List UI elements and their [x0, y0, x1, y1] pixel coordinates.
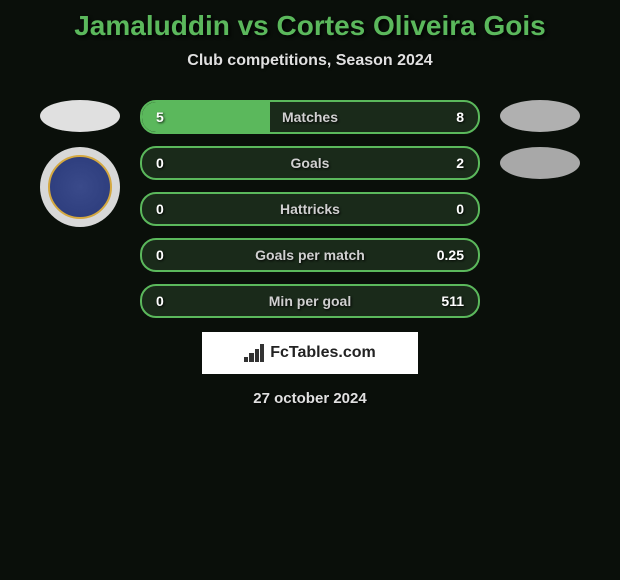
stat-bar: 5 8 Matches [140, 100, 480, 134]
club-crest-icon [48, 155, 112, 219]
stat-label: Hattricks [280, 201, 340, 217]
player-right-club-logo [500, 147, 580, 179]
bar-chart-icon [244, 344, 264, 362]
stat-value-right: 511 [441, 293, 464, 309]
stat-bar: 0 2 Goals [140, 146, 480, 180]
branding-box[interactable]: FcTables.com [202, 332, 418, 374]
player-left-avatar [40, 100, 120, 132]
stat-value-right: 0.25 [437, 247, 464, 263]
stats-column: 5 8 Matches 0 2 Goals 0 0 Hattricks 0 0.25 Goals pe… [140, 100, 480, 318]
stat-value-left: 0 [156, 247, 164, 263]
stat-label: Min per goal [269, 293, 351, 309]
stat-value-left: 0 [156, 201, 164, 217]
player-right-column [495, 100, 585, 179]
stat-value-right: 0 [456, 201, 464, 217]
stat-value-left: 0 [156, 155, 164, 171]
stat-bar: 0 511 Min per goal [140, 284, 480, 318]
stat-value-right: 8 [456, 109, 464, 125]
stat-label: Matches [282, 109, 338, 125]
player-left-column [35, 100, 125, 227]
date-line: 27 october 2024 [0, 390, 620, 407]
stat-bar: 0 0 Hattricks [140, 192, 480, 226]
subtitle: Club competitions, Season 2024 [0, 52, 620, 70]
player-right-avatar [500, 100, 580, 132]
stat-value-left: 5 [156, 109, 164, 125]
comparison-widget: Jamaluddin vs Cortes Oliveira Gois Club … [0, 0, 620, 417]
comparison-area: 5 8 Matches 0 2 Goals 0 0 Hattricks 0 0.25 Goals pe… [0, 100, 620, 318]
stat-label: Goals [291, 155, 330, 171]
branding-text: FcTables.com [270, 344, 376, 362]
stat-bar: 0 0.25 Goals per match [140, 238, 480, 272]
stat-value-right: 2 [456, 155, 464, 171]
player-left-club-logo [40, 147, 120, 227]
stat-label: Goals per match [255, 247, 365, 263]
stat-value-left: 0 [156, 293, 164, 309]
page-title: Jamaluddin vs Cortes Oliveira Gois [0, 10, 620, 42]
